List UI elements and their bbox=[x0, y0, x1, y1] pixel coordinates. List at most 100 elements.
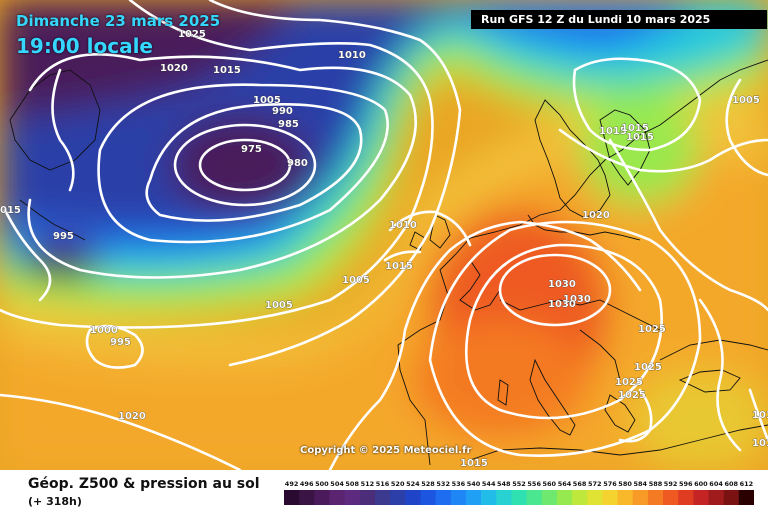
pressure-label: 1020 bbox=[582, 210, 610, 221]
legend-tick-label: 504 bbox=[330, 480, 344, 488]
legend-tick-label: 540 bbox=[467, 480, 481, 488]
legend-swatch bbox=[405, 490, 421, 505]
pressure-label: 1005 bbox=[253, 95, 281, 106]
pressure-label: 1015 bbox=[752, 438, 768, 449]
pressure-label: 1025 bbox=[615, 377, 643, 388]
forecast-date: Dimanche 23 mars 2025 bbox=[16, 12, 221, 30]
pressure-label: 1005 bbox=[732, 95, 760, 106]
pressure-label: 1015 bbox=[460, 458, 488, 469]
legend-swatch bbox=[420, 490, 436, 505]
legend-tick-label: 548 bbox=[497, 480, 511, 488]
color-scale-legend: 492 496 500 504 508 512 516 520 524 528 532 536 540 5… bbox=[284, 480, 754, 505]
legend-swatch bbox=[314, 490, 330, 505]
pressure-label: 995 bbox=[110, 337, 131, 348]
forecast-time: 19:00 locale bbox=[16, 34, 153, 58]
pressure-label: 1015 bbox=[752, 410, 768, 421]
pressure-label: 1030 bbox=[563, 294, 591, 305]
legend-swatch bbox=[617, 490, 633, 505]
pressure-label: 1030 bbox=[548, 299, 576, 310]
legend-swatch bbox=[693, 490, 709, 505]
legend-swatch bbox=[299, 490, 315, 505]
legend-tick-label: 556 bbox=[527, 480, 541, 488]
legend-tick-label: 496 bbox=[300, 480, 314, 488]
legend-swatch bbox=[602, 490, 618, 505]
pressure-label: 980 bbox=[287, 158, 308, 169]
legend-swatch bbox=[481, 490, 497, 505]
pressure-label: 1015 bbox=[626, 132, 654, 143]
pressure-label: 990 bbox=[272, 106, 293, 117]
legend-swatch bbox=[284, 490, 300, 505]
legend-swatch bbox=[572, 490, 588, 505]
pressure-label: 975 bbox=[241, 144, 262, 155]
legend-swatch bbox=[723, 490, 740, 505]
legend-swatch bbox=[556, 490, 573, 505]
legend-swatch bbox=[390, 490, 406, 505]
legend-swatch bbox=[647, 490, 664, 505]
pressure-label: 1020 bbox=[118, 411, 146, 422]
pressure-label: 1000 bbox=[90, 325, 118, 336]
legend-swatch bbox=[678, 490, 694, 505]
run-info: Run GFS 12 Z du Lundi 10 mars 2025 bbox=[471, 10, 767, 29]
map-footer: Géop. Z500 & pression au sol (+ 318h) 49… bbox=[0, 470, 768, 512]
legend-swatch bbox=[587, 490, 603, 505]
legend-tick-label: 532 bbox=[436, 480, 450, 488]
legend-tick-label: 524 bbox=[406, 480, 420, 488]
legend-tick-label: 564 bbox=[558, 480, 572, 488]
legend-tick-label: 520 bbox=[391, 480, 405, 488]
pressure-label: 985 bbox=[278, 119, 299, 130]
pressure-label: 015 bbox=[0, 205, 21, 216]
pressure-label: 1010 bbox=[338, 50, 366, 61]
legend-tick-label: 592 bbox=[664, 480, 678, 488]
legend-swatch bbox=[329, 490, 345, 505]
legend-swatch bbox=[344, 490, 361, 505]
copyright-notice: Copyright © 2025 Meteociel.fr bbox=[300, 445, 472, 456]
legend-swatch bbox=[632, 490, 649, 505]
legend-tick-label: 552 bbox=[512, 480, 526, 488]
legend-tick-label: 600 bbox=[694, 480, 708, 488]
legend-tick-label: 604 bbox=[709, 480, 723, 488]
legend-tick-label: 580 bbox=[618, 480, 632, 488]
parameter-title: Géop. Z500 & pression au sol bbox=[28, 476, 260, 492]
legend-tick-label: 588 bbox=[649, 480, 663, 488]
legend-tick-label: 516 bbox=[376, 480, 390, 488]
legend-tick-label: 608 bbox=[725, 480, 739, 488]
pressure-label: 1025 bbox=[634, 362, 662, 373]
legend-swatch bbox=[708, 490, 724, 505]
legend-swatch bbox=[526, 490, 543, 505]
legend-tick-label: 612 bbox=[740, 480, 754, 488]
pressure-label: 1015 bbox=[213, 65, 241, 76]
legend-swatch bbox=[359, 490, 376, 505]
legend-swatch bbox=[450, 490, 467, 505]
legend-swatch bbox=[375, 490, 391, 505]
legend-tick-label: 512 bbox=[361, 480, 375, 488]
pressure-label: 1005 bbox=[342, 275, 370, 286]
legend-swatch bbox=[541, 490, 558, 505]
pressure-label: 1025 bbox=[638, 324, 666, 335]
legend-tick-label: 544 bbox=[482, 480, 496, 488]
pressure-label: 1025 bbox=[618, 390, 646, 401]
legend-tick-label: 508 bbox=[345, 480, 359, 488]
legend-swatch bbox=[465, 490, 482, 505]
legend-tick-label: 568 bbox=[573, 480, 587, 488]
legend-swatch bbox=[496, 490, 512, 505]
legend-tick-label: 584 bbox=[634, 480, 648, 488]
forecast-offset: (+ 318h) bbox=[28, 495, 82, 508]
legend-tick-label: 560 bbox=[543, 480, 557, 488]
pressure-map: 1025 1020 1015 1010 1005 990 985 975 980… bbox=[0, 0, 768, 470]
pressure-label: 995 bbox=[53, 231, 74, 242]
pressure-label: 1015 bbox=[621, 123, 649, 134]
pressure-label: 1025 bbox=[178, 29, 206, 40]
pressure-label: 1010 bbox=[389, 220, 417, 231]
pressure-labels: 1025 1020 1015 1010 1005 990 985 975 980… bbox=[0, 29, 768, 470]
legend-swatch bbox=[435, 490, 452, 505]
legend-tick-label: 572 bbox=[588, 480, 602, 488]
pressure-label: 1015 bbox=[385, 261, 413, 272]
legend-swatch bbox=[511, 490, 527, 505]
geopotential-field bbox=[0, 0, 768, 470]
legend-tick-label: 596 bbox=[679, 480, 693, 488]
pressure-label: 1005 bbox=[265, 300, 293, 311]
pressure-label: 1015 bbox=[599, 126, 627, 137]
legend-tick-label: 536 bbox=[452, 480, 466, 488]
legend-swatch bbox=[738, 490, 754, 505]
